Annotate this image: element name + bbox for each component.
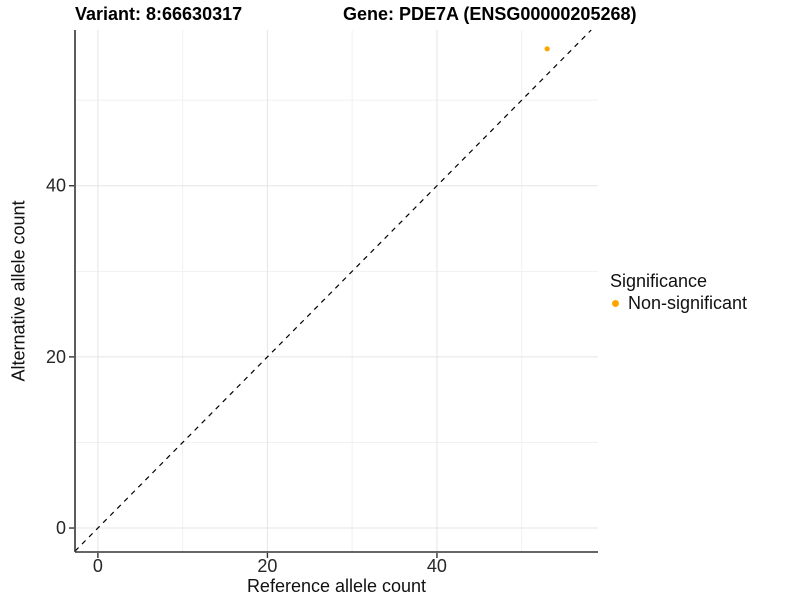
x-axis-title: Reference allele count <box>246 576 427 596</box>
x-tick-label: 0 <box>93 556 103 576</box>
identity-line <box>74 29 592 552</box>
y-axis-title: Alternative allele count <box>8 200 29 382</box>
legend-entry: Non-significant <box>610 294 747 312</box>
x-tick-label: 40 <box>427 556 447 576</box>
legend-title: Significance <box>610 271 708 291</box>
gene-title: Gene: PDE7A (ENSG00000205268) <box>343 4 637 24</box>
y-tick-label: 40 <box>46 176 66 196</box>
legend-entry-label: Non-significant <box>628 293 748 313</box>
legend: Significance Non-significant <box>610 271 747 312</box>
legend-point-icon <box>612 299 619 307</box>
data-point <box>544 46 550 52</box>
y-tick-label: 20 <box>46 347 66 367</box>
x-tick-label: 20 <box>257 556 277 576</box>
variant-title: Variant: 8:66630317 <box>75 4 243 24</box>
y-tick-label: 0 <box>56 518 66 538</box>
